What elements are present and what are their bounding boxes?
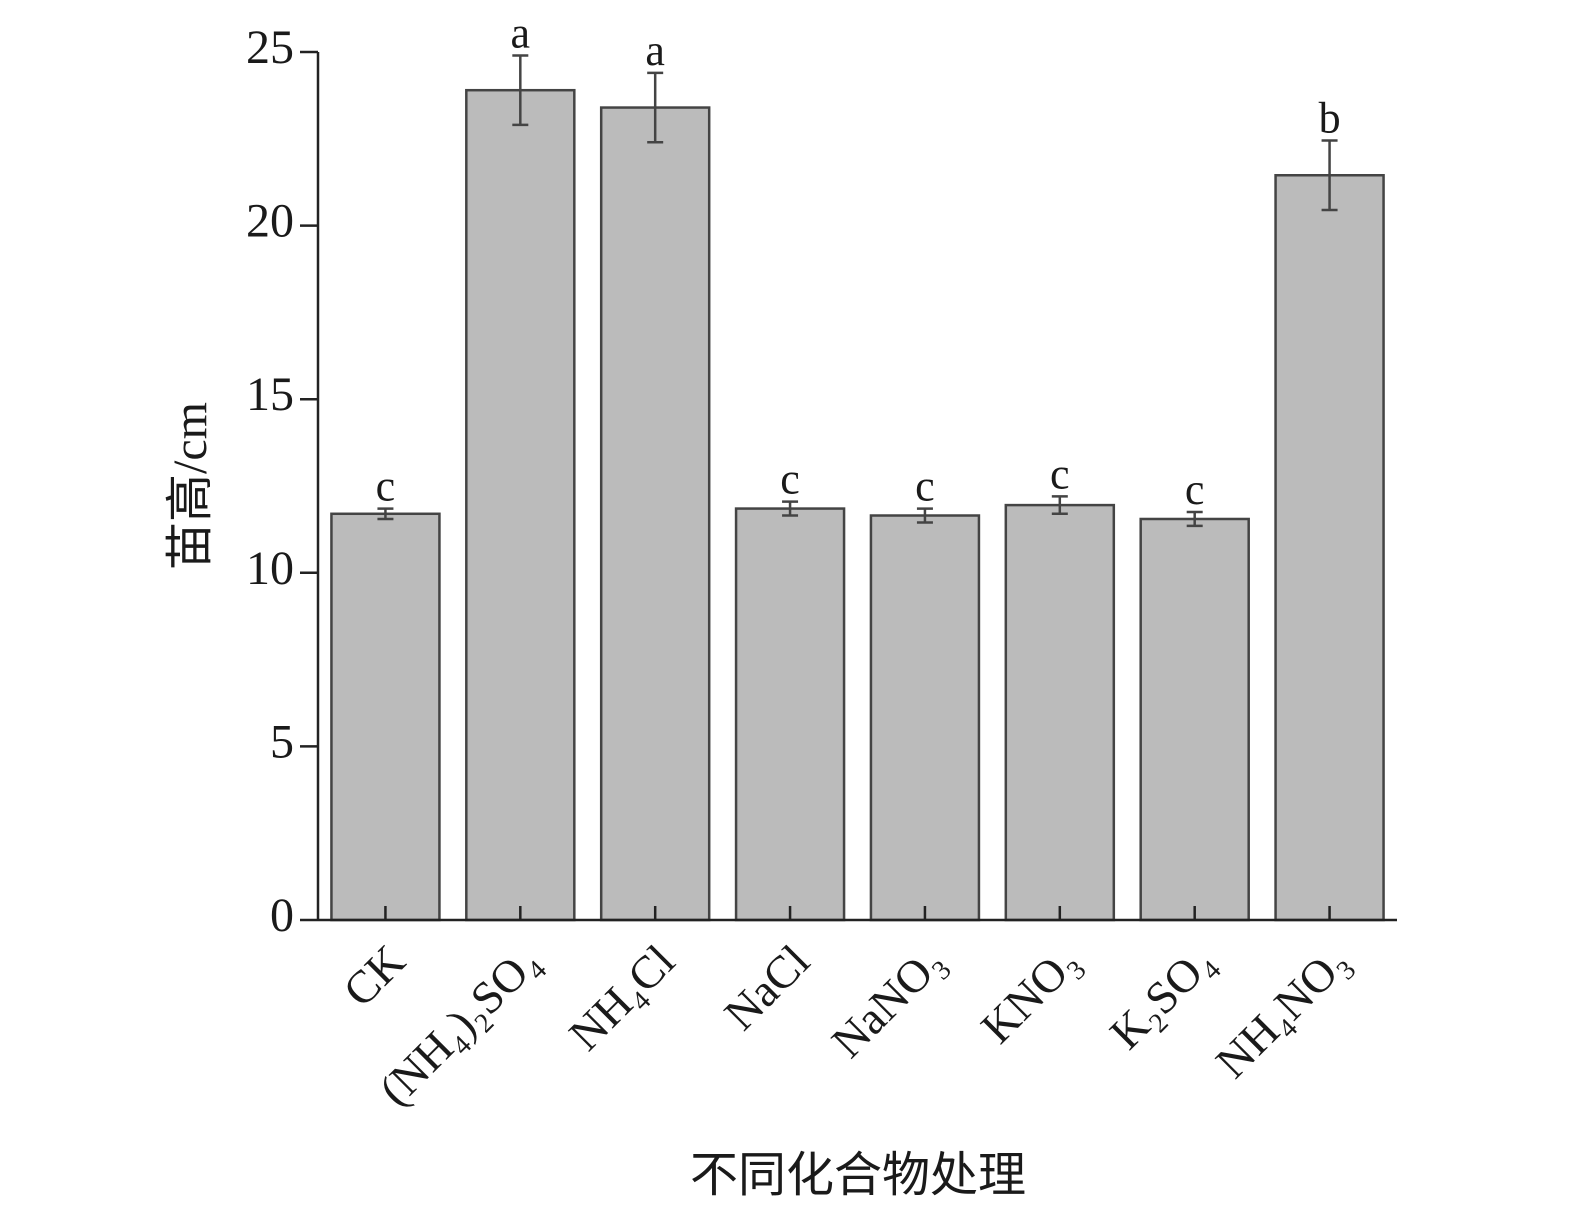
x-axis-title: 不同化合物处理: [690, 1149, 1026, 1202]
significance-letter: c: [915, 462, 935, 511]
significance-letter: a: [511, 8, 531, 57]
bar: [330, 512, 441, 922]
y-axis-title: 苗高/cm: [164, 402, 217, 570]
bar: [734, 507, 846, 922]
significance-letter: c: [1185, 465, 1205, 514]
bar: [869, 514, 981, 922]
y-tick-label: 5: [270, 715, 294, 768]
x-tick-label: NH₄NO₃: [1206, 935, 1359, 1088]
y-tick-label: 15: [246, 368, 294, 421]
significance-letter: c: [376, 462, 396, 511]
bar: [465, 88, 576, 922]
significance-letter: c: [1050, 449, 1070, 498]
y-tick-label: 0: [270, 889, 294, 942]
bar: [1139, 517, 1250, 922]
significance-letter: c: [780, 455, 800, 504]
y-tick-label: 25: [246, 21, 294, 74]
significance-letter: a: [645, 26, 665, 75]
bar: [599, 106, 711, 922]
y-tick-label: 20: [246, 195, 294, 248]
x-tick-label: NaCl: [714, 935, 819, 1040]
bar: [1274, 174, 1385, 922]
x-tick-label: K₂SO₄: [1100, 935, 1224, 1059]
x-tick-label: NaNO₃: [822, 935, 954, 1067]
x-tick-label: CK: [333, 935, 414, 1016]
x-tick-label: KNO₃: [971, 935, 1089, 1053]
significance-letter: b: [1319, 94, 1341, 143]
y-tick-label: 10: [246, 542, 294, 595]
bar: [1004, 503, 1116, 922]
x-tick-label: NH₄Cl: [559, 935, 684, 1060]
